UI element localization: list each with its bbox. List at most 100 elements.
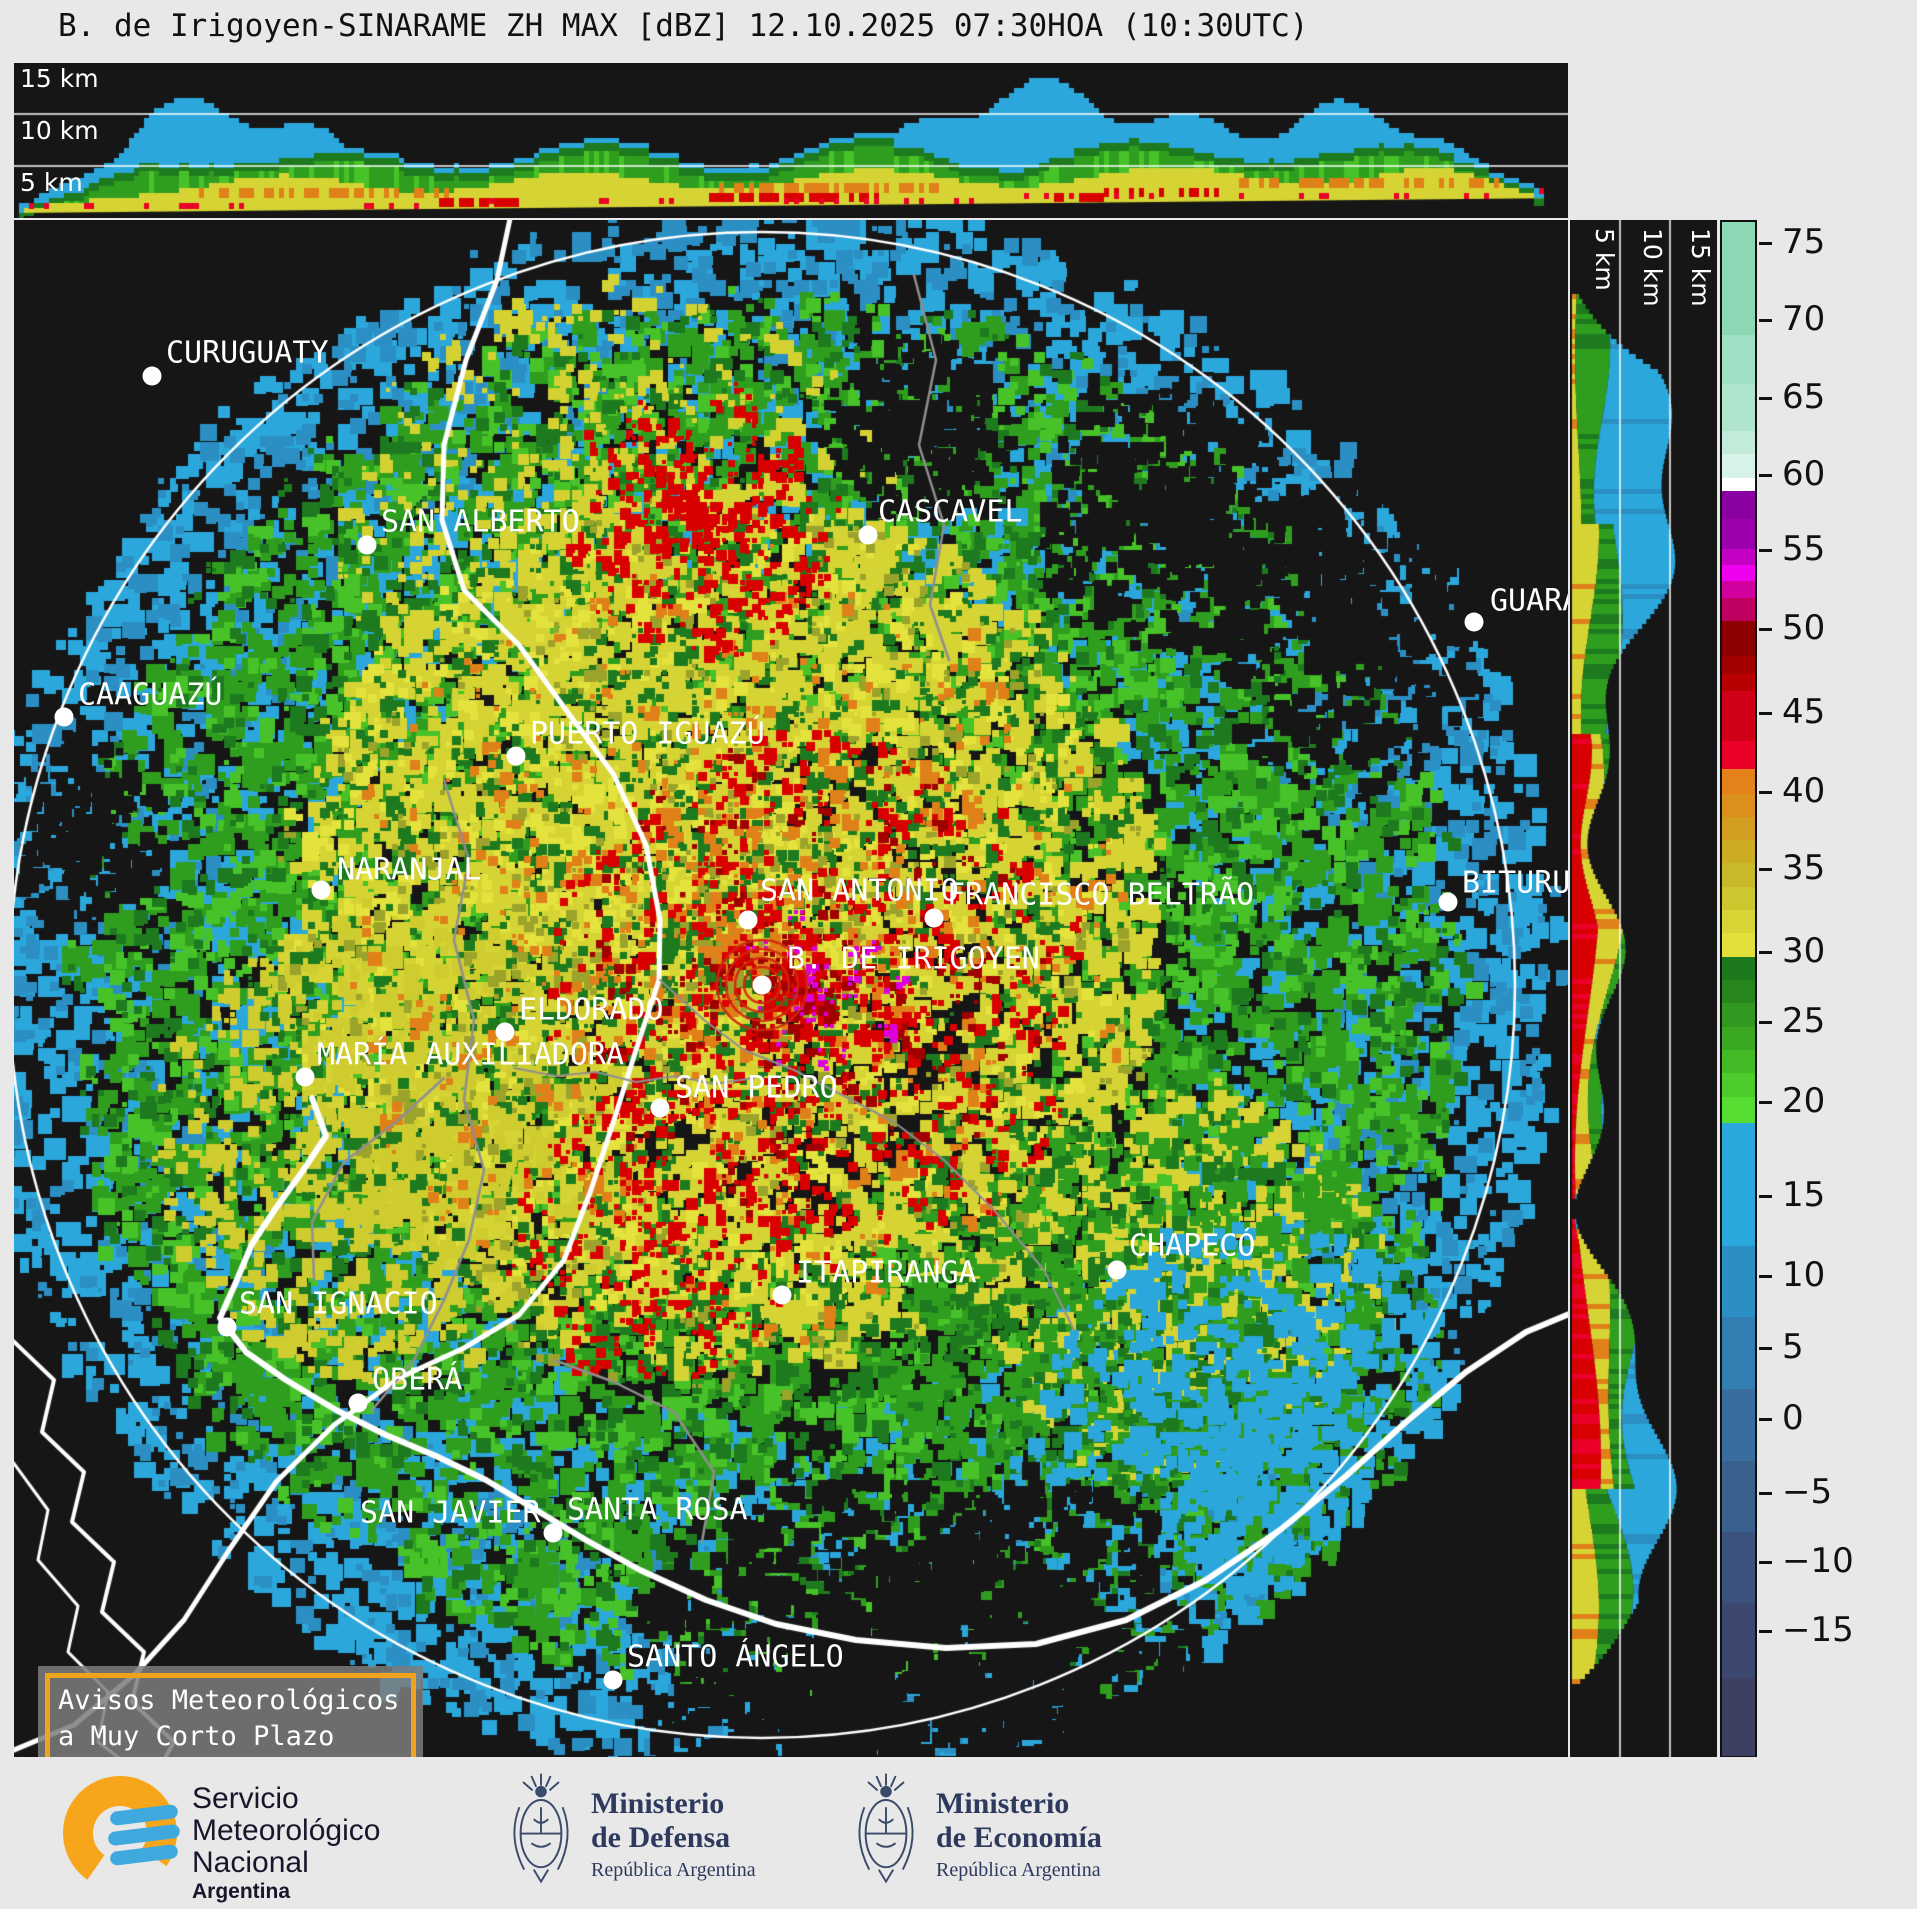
smn-line-2: Meteorológico — [192, 1813, 381, 1847]
colorbar-segment — [1722, 334, 1755, 385]
colorbar-segment — [1722, 565, 1755, 582]
colorbar-tick-label: 55 — [1782, 529, 1826, 570]
city-dot — [295, 1067, 315, 1087]
colorbar-tick-label: 70 — [1782, 299, 1826, 340]
colorbar-tick-label: 5 — [1782, 1327, 1804, 1368]
colorbar-tick-label: 40 — [1782, 770, 1826, 811]
defensa-logo: Ministerio de Defensa República Argentin… — [505, 1757, 805, 1909]
colorbar-tick — [1759, 1491, 1772, 1495]
city-dot — [603, 1670, 623, 1690]
city-label: ELDORADO — [519, 992, 664, 1028]
city-dot — [543, 1523, 563, 1543]
colorbar-tick-label: 15 — [1782, 1175, 1826, 1216]
colorbar-tick — [1759, 790, 1772, 794]
city-dot — [738, 910, 758, 930]
city-label: SAN JAVIER — [360, 1495, 541, 1531]
colorbar-tick — [1759, 549, 1772, 553]
economia-text: Ministerio de Economía República Argenti… — [936, 1787, 1102, 1882]
side-height-label-10km: 10 km — [1638, 228, 1667, 307]
city-dot — [772, 1285, 792, 1305]
colorbar-segment — [1722, 621, 1755, 657]
city-dot — [357, 535, 377, 555]
economia-logo: Ministerio de Economía República Argenti… — [850, 1757, 1170, 1909]
colorbar-tick-label: 20 — [1782, 1081, 1826, 1122]
colorbar-segment — [1722, 519, 1755, 550]
side-height-label-5km: 5 km — [1590, 228, 1619, 291]
colorbar-segment — [1722, 431, 1755, 456]
colorbar-segment — [1722, 768, 1755, 795]
colorbar-segment — [1722, 691, 1755, 742]
colorbar-segment — [1722, 863, 1755, 889]
colorbar-tick-label: 30 — [1782, 930, 1826, 971]
city-label: PUERTO IGUAZÚ — [530, 716, 765, 752]
colorbar-tick — [1759, 1560, 1772, 1564]
city-label: SANTA ROSA — [567, 1492, 748, 1528]
colorbar-segment — [1722, 1460, 1755, 1533]
colorbar-tick-label: −10 — [1782, 1540, 1854, 1581]
city-label: FRANCISCO BELTRÃO — [947, 877, 1255, 913]
colorbar-segment — [1722, 598, 1755, 622]
smn-line-3: Nacional — [192, 1845, 309, 1879]
city-label: SANTO ÁNGELO — [627, 1639, 844, 1675]
economia-name-1: Ministerio — [936, 1787, 1070, 1820]
colorbar-tick-label: −15 — [1782, 1610, 1854, 1651]
colorbar-segment — [1722, 454, 1755, 480]
city-dot — [858, 525, 878, 545]
radar-ppi-canvas — [14, 220, 1568, 1757]
colorbar-tick — [1759, 1021, 1772, 1025]
colorbar-tick — [1759, 1101, 1772, 1105]
colorbar-tick — [1759, 1417, 1772, 1421]
radar-ppi-panel: CURUGUATY SAN ALBERTO CASCAVEL CAAGUAZÚ PUER… — [14, 220, 1568, 1757]
colorbar-segment — [1722, 840, 1755, 864]
city-label: MARÍA AUXILIADORA — [317, 1037, 625, 1073]
colorbar-tick-label: 25 — [1782, 1001, 1826, 1042]
colorbar-tick-label: 65 — [1782, 377, 1826, 418]
defensa-sub: República Argentina — [591, 1858, 756, 1881]
defensa-text: Ministerio de Defensa República Argentin… — [591, 1787, 756, 1882]
colorbar-segment — [1722, 222, 1755, 336]
colorbar-tick-label: −5 — [1782, 1471, 1833, 1512]
colorbar-segment — [1722, 1246, 1755, 1318]
defensa-name-1: Ministerio — [591, 1787, 725, 1820]
footer: Servicio Meteorológico Nacional Argentin… — [0, 1757, 1917, 1909]
height-label-15km: 15 km — [20, 64, 99, 93]
warning-line-2: a Muy Corto Plazo — [58, 1721, 335, 1753]
city-dot — [1438, 892, 1458, 912]
city-label: CURUGUATY — [166, 335, 329, 371]
colorbar-segment — [1722, 1317, 1755, 1390]
top-cross-section-canvas — [14, 63, 1568, 218]
colorbar-tick — [1759, 950, 1772, 954]
city-dot — [495, 1022, 515, 1042]
economia-sub: República Argentina — [936, 1858, 1101, 1881]
smn-logo: Servicio Meteorológico Nacional Argentin… — [62, 1757, 482, 1909]
colorbar-tick — [1759, 1629, 1772, 1633]
warning-line-1: Avisos Meteorológicos — [58, 1685, 400, 1716]
colorbar-segment — [1722, 1072, 1755, 1098]
colorbar-segment — [1722, 1002, 1755, 1028]
economia-name-2: de Economía — [936, 1820, 1102, 1854]
colorbar-segment — [1722, 1388, 1755, 1462]
colorbar-tick — [1759, 318, 1772, 322]
city-label: BITURU — [1462, 865, 1568, 901]
colorbar-segment — [1722, 1678, 1755, 1756]
smn-waves-icon — [108, 1804, 180, 1866]
city-label: CAAGUAZÚ — [78, 677, 223, 713]
city-dot — [142, 366, 162, 386]
smn-logo-mark-icon — [62, 1776, 180, 1890]
colorbar-segment — [1722, 817, 1755, 842]
defensa-coat-of-arms-icon — [513, 1773, 569, 1884]
colorbar-segment — [1722, 549, 1755, 566]
colorbar-segment — [1722, 673, 1755, 692]
city-dot — [752, 975, 772, 995]
city-dot — [650, 1098, 670, 1118]
colorbar-segment — [1722, 957, 1755, 981]
top-cross-section-panel: 15 km 10 km 5 km — [14, 63, 1568, 218]
colorbar-tick — [1759, 1194, 1772, 1198]
colorbar-segment — [1722, 933, 1755, 958]
economia-coat-of-arms-icon — [858, 1773, 914, 1884]
side-height-label-15km: 15 km — [1686, 228, 1715, 307]
colorbar-tick-label: 50 — [1782, 608, 1826, 649]
city-dot — [1107, 1260, 1127, 1280]
colorbar-segment — [1722, 655, 1755, 675]
